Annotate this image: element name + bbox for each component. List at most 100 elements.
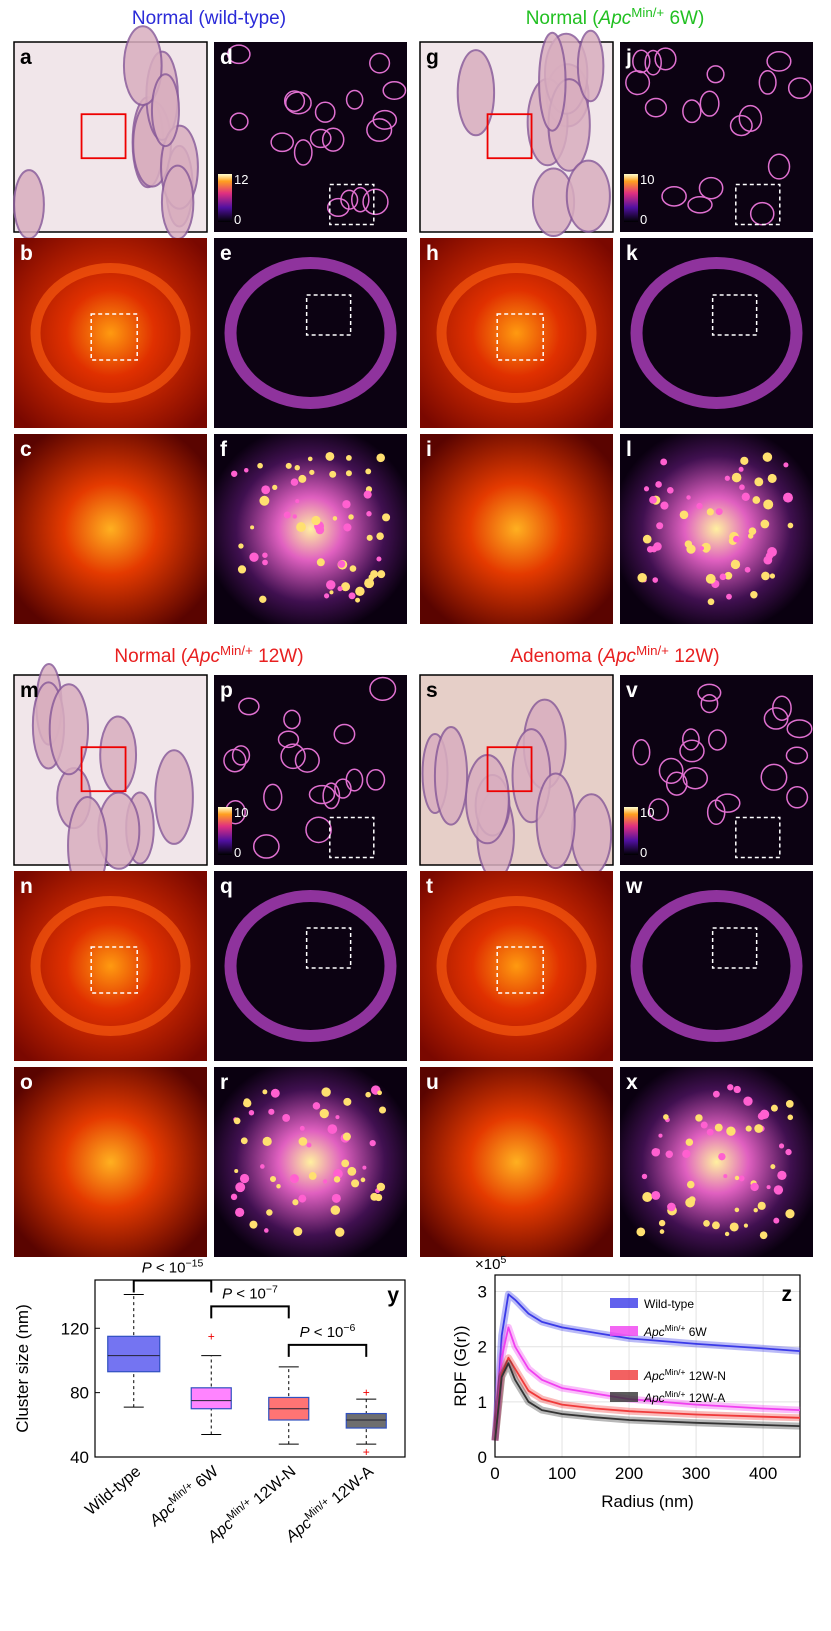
localization [741,492,750,501]
nucleus-ring [760,763,788,791]
localization [321,1087,331,1097]
panel-label: n [20,875,33,898]
nucleus-ring [786,786,809,809]
localization [655,481,662,488]
nucleus-ring [283,90,306,112]
image-panel: q [214,871,407,1061]
localization [289,1174,299,1184]
group-title: Normal (ApcMin/+ 6W) [526,5,705,30]
villus [150,73,180,148]
localization [686,544,696,554]
localization [762,452,773,462]
storm-image [620,871,813,1061]
nucleus-ring [277,730,300,749]
text-part: P [142,1259,152,1276]
nucleus-ring [382,81,407,100]
nucleus-ring [644,97,668,118]
image-panel: 10 0 p [214,675,407,865]
panel-label: t [426,875,433,898]
nucleus-ring [714,793,741,813]
nucleus-ring [632,49,651,74]
text-part: −15 [185,1257,203,1269]
localization [785,1209,795,1219]
group-title: Normal (ApcMin/+ 12W) [114,643,303,668]
image-panel: 12 0 d [214,42,407,232]
text-part: < 10 [232,1285,266,1302]
localization [249,552,259,562]
localization [637,573,647,583]
localization [269,1175,277,1183]
nucleus [30,896,191,1036]
localization [348,514,354,520]
nucleus-ring [648,798,670,822]
nucleus-ring [314,101,336,123]
nucleus-ring [630,257,803,409]
widefield-image [420,1067,613,1257]
p-value: P < 10−6 [300,1322,356,1341]
localization [748,527,757,536]
text-part: 12W) [253,646,304,667]
image-panel: a [13,25,208,241]
nucleus-ring [345,89,364,110]
box [345,1412,387,1429]
roi-box [711,294,758,336]
localization [724,1231,730,1237]
localization [377,1090,382,1096]
roi-box [496,946,544,994]
text-part: Min/+ [665,1323,686,1333]
image-panel: t [420,871,613,1061]
nucleus-ring [658,757,684,784]
text-part: Min/+ [220,643,253,658]
localization [663,1114,669,1120]
text-part: Wild-type [82,1463,144,1519]
localization [292,1199,299,1206]
nucleus-ring [334,778,352,799]
localization [727,1084,734,1091]
localization [248,1110,255,1116]
localization [701,542,711,553]
roi-box [496,313,544,361]
group-title: Normal (wild-type) [132,8,286,29]
text-part: Adenoma ( [510,646,604,667]
x-tick-label: 300 [682,1464,710,1483]
localization [355,586,365,597]
localization [733,535,740,543]
colorbar [624,807,638,855]
x-tick-label: 200 [615,1464,643,1483]
nucleus [436,896,597,1036]
nucleus-ring [767,153,791,180]
localization [726,593,732,600]
localization [376,556,382,562]
localization [376,1182,386,1192]
nucleus-ring [263,783,283,811]
nucleus-ring [294,747,320,773]
localization [745,1125,752,1132]
panel-label: l [626,438,632,461]
series-line [494,1293,801,1441]
localization [290,478,299,486]
series-line [494,1356,801,1441]
panel-label: v [626,679,638,702]
image-panel: u [420,1067,613,1257]
nucleus-ring [283,709,301,730]
localization [364,578,375,589]
localization [649,496,657,504]
localization [377,570,386,579]
y-tick-label: 80 [70,1384,89,1403]
image-panel: o [14,1067,207,1257]
villus [576,29,605,103]
nucleus-ring [699,90,720,117]
localization [754,1124,764,1133]
nucleus-ring [706,65,725,84]
y-tick-label: 3 [478,1283,487,1302]
localization [743,1096,753,1106]
image-panel: 10 0 v [620,675,813,865]
roi-box [329,816,375,859]
panel-label: o [20,1071,33,1094]
nucleus-ring [270,132,295,153]
localization [240,1137,248,1145]
text-part: Apc [643,1325,665,1339]
x-tick-label: 100 [548,1464,576,1483]
localization [340,582,351,592]
